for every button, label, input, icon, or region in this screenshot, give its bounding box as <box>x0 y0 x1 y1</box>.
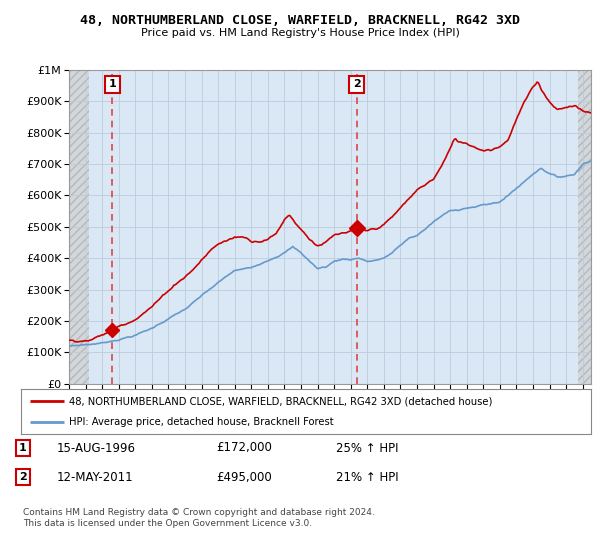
Text: 25% ↑ HPI: 25% ↑ HPI <box>336 441 398 455</box>
Text: 15-AUG-1996: 15-AUG-1996 <box>57 441 136 455</box>
Text: £495,000: £495,000 <box>216 470 272 484</box>
Text: 2: 2 <box>19 472 26 482</box>
Text: 2: 2 <box>353 80 361 90</box>
Text: Price paid vs. HM Land Registry's House Price Index (HPI): Price paid vs. HM Land Registry's House … <box>140 28 460 38</box>
Text: 48, NORTHUMBERLAND CLOSE, WARFIELD, BRACKNELL, RG42 3XD (detached house): 48, NORTHUMBERLAND CLOSE, WARFIELD, BRAC… <box>70 396 493 407</box>
Text: 21% ↑ HPI: 21% ↑ HPI <box>336 470 398 484</box>
Text: 1: 1 <box>19 443 26 453</box>
Text: 12-MAY-2011: 12-MAY-2011 <box>57 470 134 484</box>
Text: 1: 1 <box>109 80 116 90</box>
Text: Contains HM Land Registry data © Crown copyright and database right 2024.
This d: Contains HM Land Registry data © Crown c… <box>23 508 374 528</box>
Text: £172,000: £172,000 <box>216 441 272 455</box>
Text: HPI: Average price, detached house, Bracknell Forest: HPI: Average price, detached house, Brac… <box>70 417 334 427</box>
Text: 48, NORTHUMBERLAND CLOSE, WARFIELD, BRACKNELL, RG42 3XD: 48, NORTHUMBERLAND CLOSE, WARFIELD, BRAC… <box>80 14 520 27</box>
